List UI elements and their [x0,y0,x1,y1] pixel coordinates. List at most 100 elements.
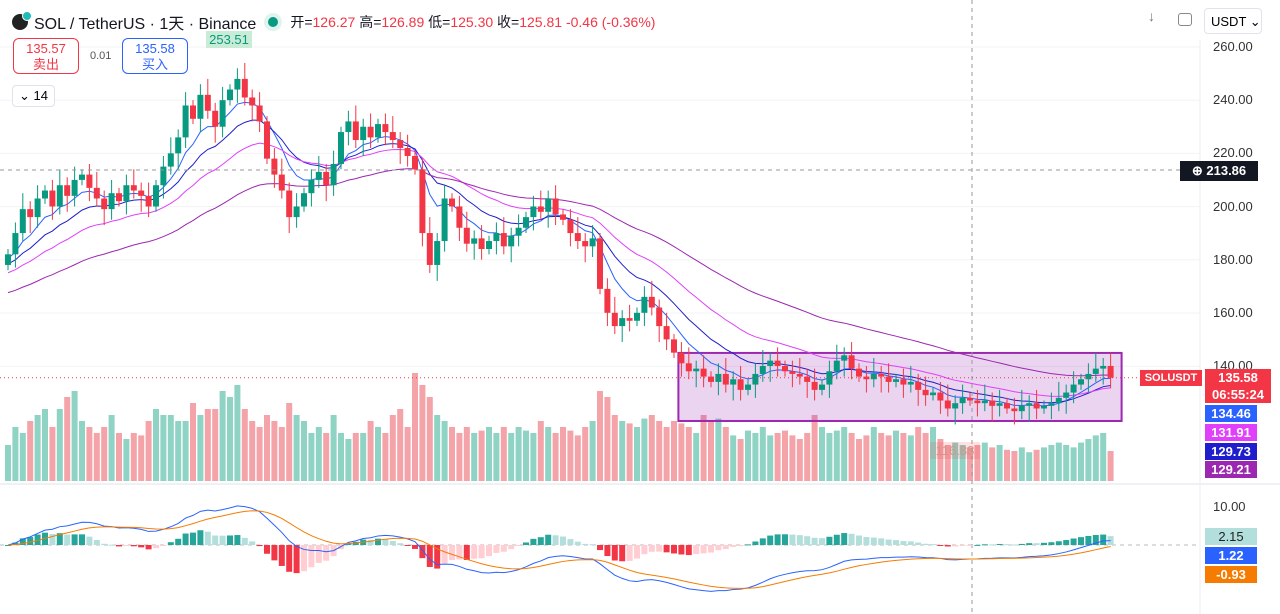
candle-body [1041,405,1047,409]
volume-bar [922,433,929,481]
candle-body [893,379,899,382]
macd-histogram-bar [93,539,100,545]
candle-body [278,174,285,191]
macd-histogram-bar [826,536,833,545]
candle-body [974,400,981,404]
macd-histogram-bar [967,545,973,546]
macd-histogram-bar [389,540,396,545]
macd-histogram-bar [1055,541,1062,545]
macd-histogram-bar [197,530,204,545]
macd-histogram-bar [537,537,544,545]
price-axis-tick: 260.00 [1213,39,1253,54]
volume-bar [996,445,1003,481]
volume-bar [1070,447,1077,481]
candle-body [915,381,922,390]
candle-body [1092,368,1099,374]
volume-bar [130,433,137,481]
candle-body [900,379,907,385]
signal-label: -0.93 [1205,566,1257,583]
fullscreen-icon[interactable] [1178,13,1192,26]
volume-bar [93,433,100,481]
volume-bar [1063,445,1070,481]
volume-bar [1092,435,1099,481]
macd-histogram-bar [241,537,248,545]
volume-bar [486,427,492,481]
macd-histogram-bar [671,545,677,554]
candle-body [256,105,263,122]
volume-bar [12,427,19,481]
candle-body [182,105,189,138]
macd-histogram-bar [952,545,959,547]
macd-axis-tick: 10.00 [1213,499,1246,514]
macd-histogram-bar [833,534,840,545]
volume-bar [745,430,751,481]
volume-bar [315,427,322,481]
low-marker: 116.88 [930,442,980,459]
candle-body [678,352,685,364]
candle-body [967,397,973,401]
volume-bar [626,423,633,481]
volume-bar [619,421,626,481]
macd-histogram-bar [915,542,922,545]
symbol-title[interactable]: SOL / TetherUS · 1天 · Binance [34,16,257,33]
candle-body [367,126,374,138]
macd-histogram-bar [1041,542,1047,545]
candle-body [611,312,618,327]
candle-body [456,206,463,228]
candle-body [1026,403,1033,406]
candle-body [449,198,455,207]
volume-bar [1078,442,1084,481]
volume-bar [789,435,796,481]
candle-body [5,254,11,265]
macd-histogram-bar [345,543,352,545]
macd-histogram-bar [56,533,63,545]
volume-bar [952,442,959,481]
macd-histogram-bar [1063,540,1070,545]
volume-bar [722,427,729,481]
volume-bar [441,421,448,481]
macd-histogram-bar [856,535,862,545]
macd-histogram-bar [175,538,182,545]
candle-body [219,100,226,127]
macd-histogram-bar [1004,544,1010,546]
candle-body [767,360,774,366]
volume-bar [856,439,862,481]
candle-body [397,140,404,149]
currency-select[interactable]: USDT ⌄ [1204,8,1262,34]
arrow-down-icon[interactable]: ↓ [1148,8,1155,24]
volume-bar [648,415,655,481]
macd-histogram-bar [12,542,19,545]
volume-bar [826,433,833,481]
candle-body [523,217,529,228]
candle-body [560,214,566,220]
candle-body [1055,397,1062,404]
macd-histogram-bar [1018,543,1025,545]
macd-histogram-bar [367,539,374,545]
candle-body [848,355,855,369]
candle-body [530,206,537,218]
volume-bar [197,415,204,481]
volume-bar [1018,447,1025,481]
macd-histogram-bar [552,535,559,545]
macd-histogram-bar [745,544,751,546]
macd-histogram-bar [86,536,93,545]
candle-body [116,193,122,202]
macd-histogram-bar [101,543,108,545]
macd-histogram-bar [819,538,825,545]
volume-bar [974,445,981,481]
volume-bar [404,427,411,481]
candle-body [789,371,796,374]
candle-body [478,238,485,250]
candle-body [486,241,492,250]
volume-bar [708,421,714,481]
sell-button[interactable]: 135.57 卖出 [13,38,79,74]
volume-bar [796,439,803,481]
macd-histogram-bar [1026,543,1033,545]
candle-body [752,373,759,385]
macd-histogram-bar [715,545,722,551]
volume-bar [567,430,574,481]
buy-button[interactable]: 135.58 买入 [122,38,188,74]
volume-bar [863,435,870,481]
indicators-toggle[interactable]: ⌄ 14 [12,85,55,107]
